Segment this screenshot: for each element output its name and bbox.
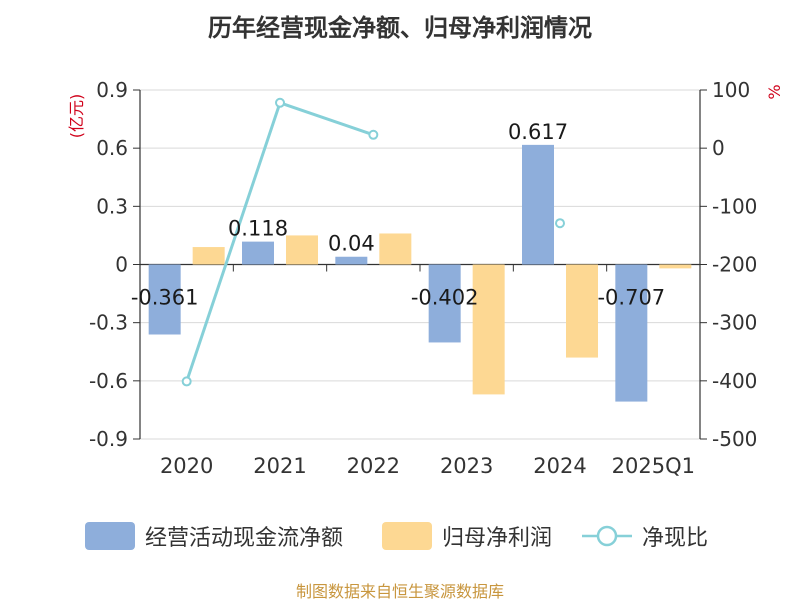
y-right-tick-label: -500 bbox=[712, 427, 757, 451]
y-right-tick-label: -100 bbox=[712, 194, 757, 218]
bar-cash-flow bbox=[242, 241, 274, 265]
ratio-point bbox=[368, 129, 379, 140]
bar-net-profit bbox=[566, 264, 598, 358]
y-right-tick-label: 100 bbox=[712, 78, 750, 102]
legend-label-profit: 归母净利润 bbox=[442, 526, 553, 551]
x-tick-label: 2024 bbox=[533, 454, 586, 478]
x-tick-label: 2023 bbox=[440, 454, 493, 478]
ratio-line-segment bbox=[279, 101, 374, 137]
y-right-tick-label: -400 bbox=[712, 369, 757, 393]
y-right-unit: % bbox=[765, 84, 784, 99]
y-left-tick-label: 0.9 bbox=[96, 78, 128, 102]
legend-item-cash[interactable]: 经营活动现金流净额 bbox=[85, 520, 343, 552]
bar-net-profit bbox=[659, 264, 692, 269]
legend-item-ratio[interactable]: 净现比 bbox=[582, 520, 708, 552]
bar-cash-flow bbox=[428, 264, 461, 343]
legend-swatch-cash bbox=[85, 522, 135, 550]
bar-net-profit bbox=[472, 264, 505, 395]
y-right-tick-label: 0 bbox=[712, 136, 725, 160]
y-left-tick-label: 0.3 bbox=[96, 194, 128, 218]
legend-label-cash: 经营活动现金流净额 bbox=[145, 526, 344, 551]
y-left-tick-label: 0 bbox=[115, 253, 128, 277]
ratio-line-segment bbox=[185, 102, 282, 382]
source-note: 制图数据来自恒生聚源数据库 bbox=[295, 582, 504, 601]
bar-net-profit bbox=[192, 247, 225, 265]
legend-label-ratio: 净现比 bbox=[642, 526, 709, 551]
chart-plot: 0.9 0.6 0.3 0 -0.3 -0.6 -0.9 100 0 -100 -200 -300 -4… bbox=[67, 78, 784, 478]
y-left-tick-label: -0.3 bbox=[89, 311, 128, 335]
data-label-cash-flow: -0.707 bbox=[597, 286, 665, 310]
bar-net-profit bbox=[379, 233, 412, 265]
data-label-cash-flow: 0.04 bbox=[328, 232, 375, 256]
ratio-point bbox=[555, 218, 565, 229]
y-left-tick-label: 0.6 bbox=[96, 136, 128, 160]
ratio-point bbox=[181, 376, 192, 387]
y-left-unit: (亿元) bbox=[67, 94, 86, 139]
y-right-tick-label: -300 bbox=[712, 311, 757, 335]
data-label-cash-flow: 0.118 bbox=[228, 217, 288, 241]
data-label-cash-flow: -0.402 bbox=[411, 286, 479, 310]
legend-line-ratio-icon bbox=[582, 525, 632, 547]
x-tick-label: 2022 bbox=[347, 454, 400, 478]
y-left-tick-label: -0.9 bbox=[89, 427, 128, 451]
chart-title: 历年经营现金净额、归母净利润情况 bbox=[208, 14, 592, 42]
y-right-tick-label: -200 bbox=[712, 253, 757, 277]
y-left-tick-label: -0.6 bbox=[89, 369, 128, 393]
x-tick-label: 2021 bbox=[253, 454, 306, 478]
data-label-cash-flow: 0.617 bbox=[508, 120, 568, 144]
bar-net-profit bbox=[286, 235, 318, 265]
x-tick-label: 2020 bbox=[160, 454, 213, 478]
legend: 经营活动现金流净额 归母净利润 净现比 bbox=[0, 520, 800, 552]
bar-cash-flow bbox=[615, 264, 648, 402]
bar-cash-flow bbox=[335, 256, 368, 265]
x-tick-label: 2025Q1 bbox=[612, 454, 695, 478]
legend-swatch-profit bbox=[382, 522, 432, 550]
data-label-cash-flow: -0.361 bbox=[131, 286, 199, 310]
bar-cash-flow bbox=[522, 144, 554, 265]
legend-item-profit[interactable]: 归母净利润 bbox=[382, 520, 552, 552]
bar-cash-flow bbox=[148, 264, 181, 335]
ratio-point bbox=[275, 97, 285, 108]
